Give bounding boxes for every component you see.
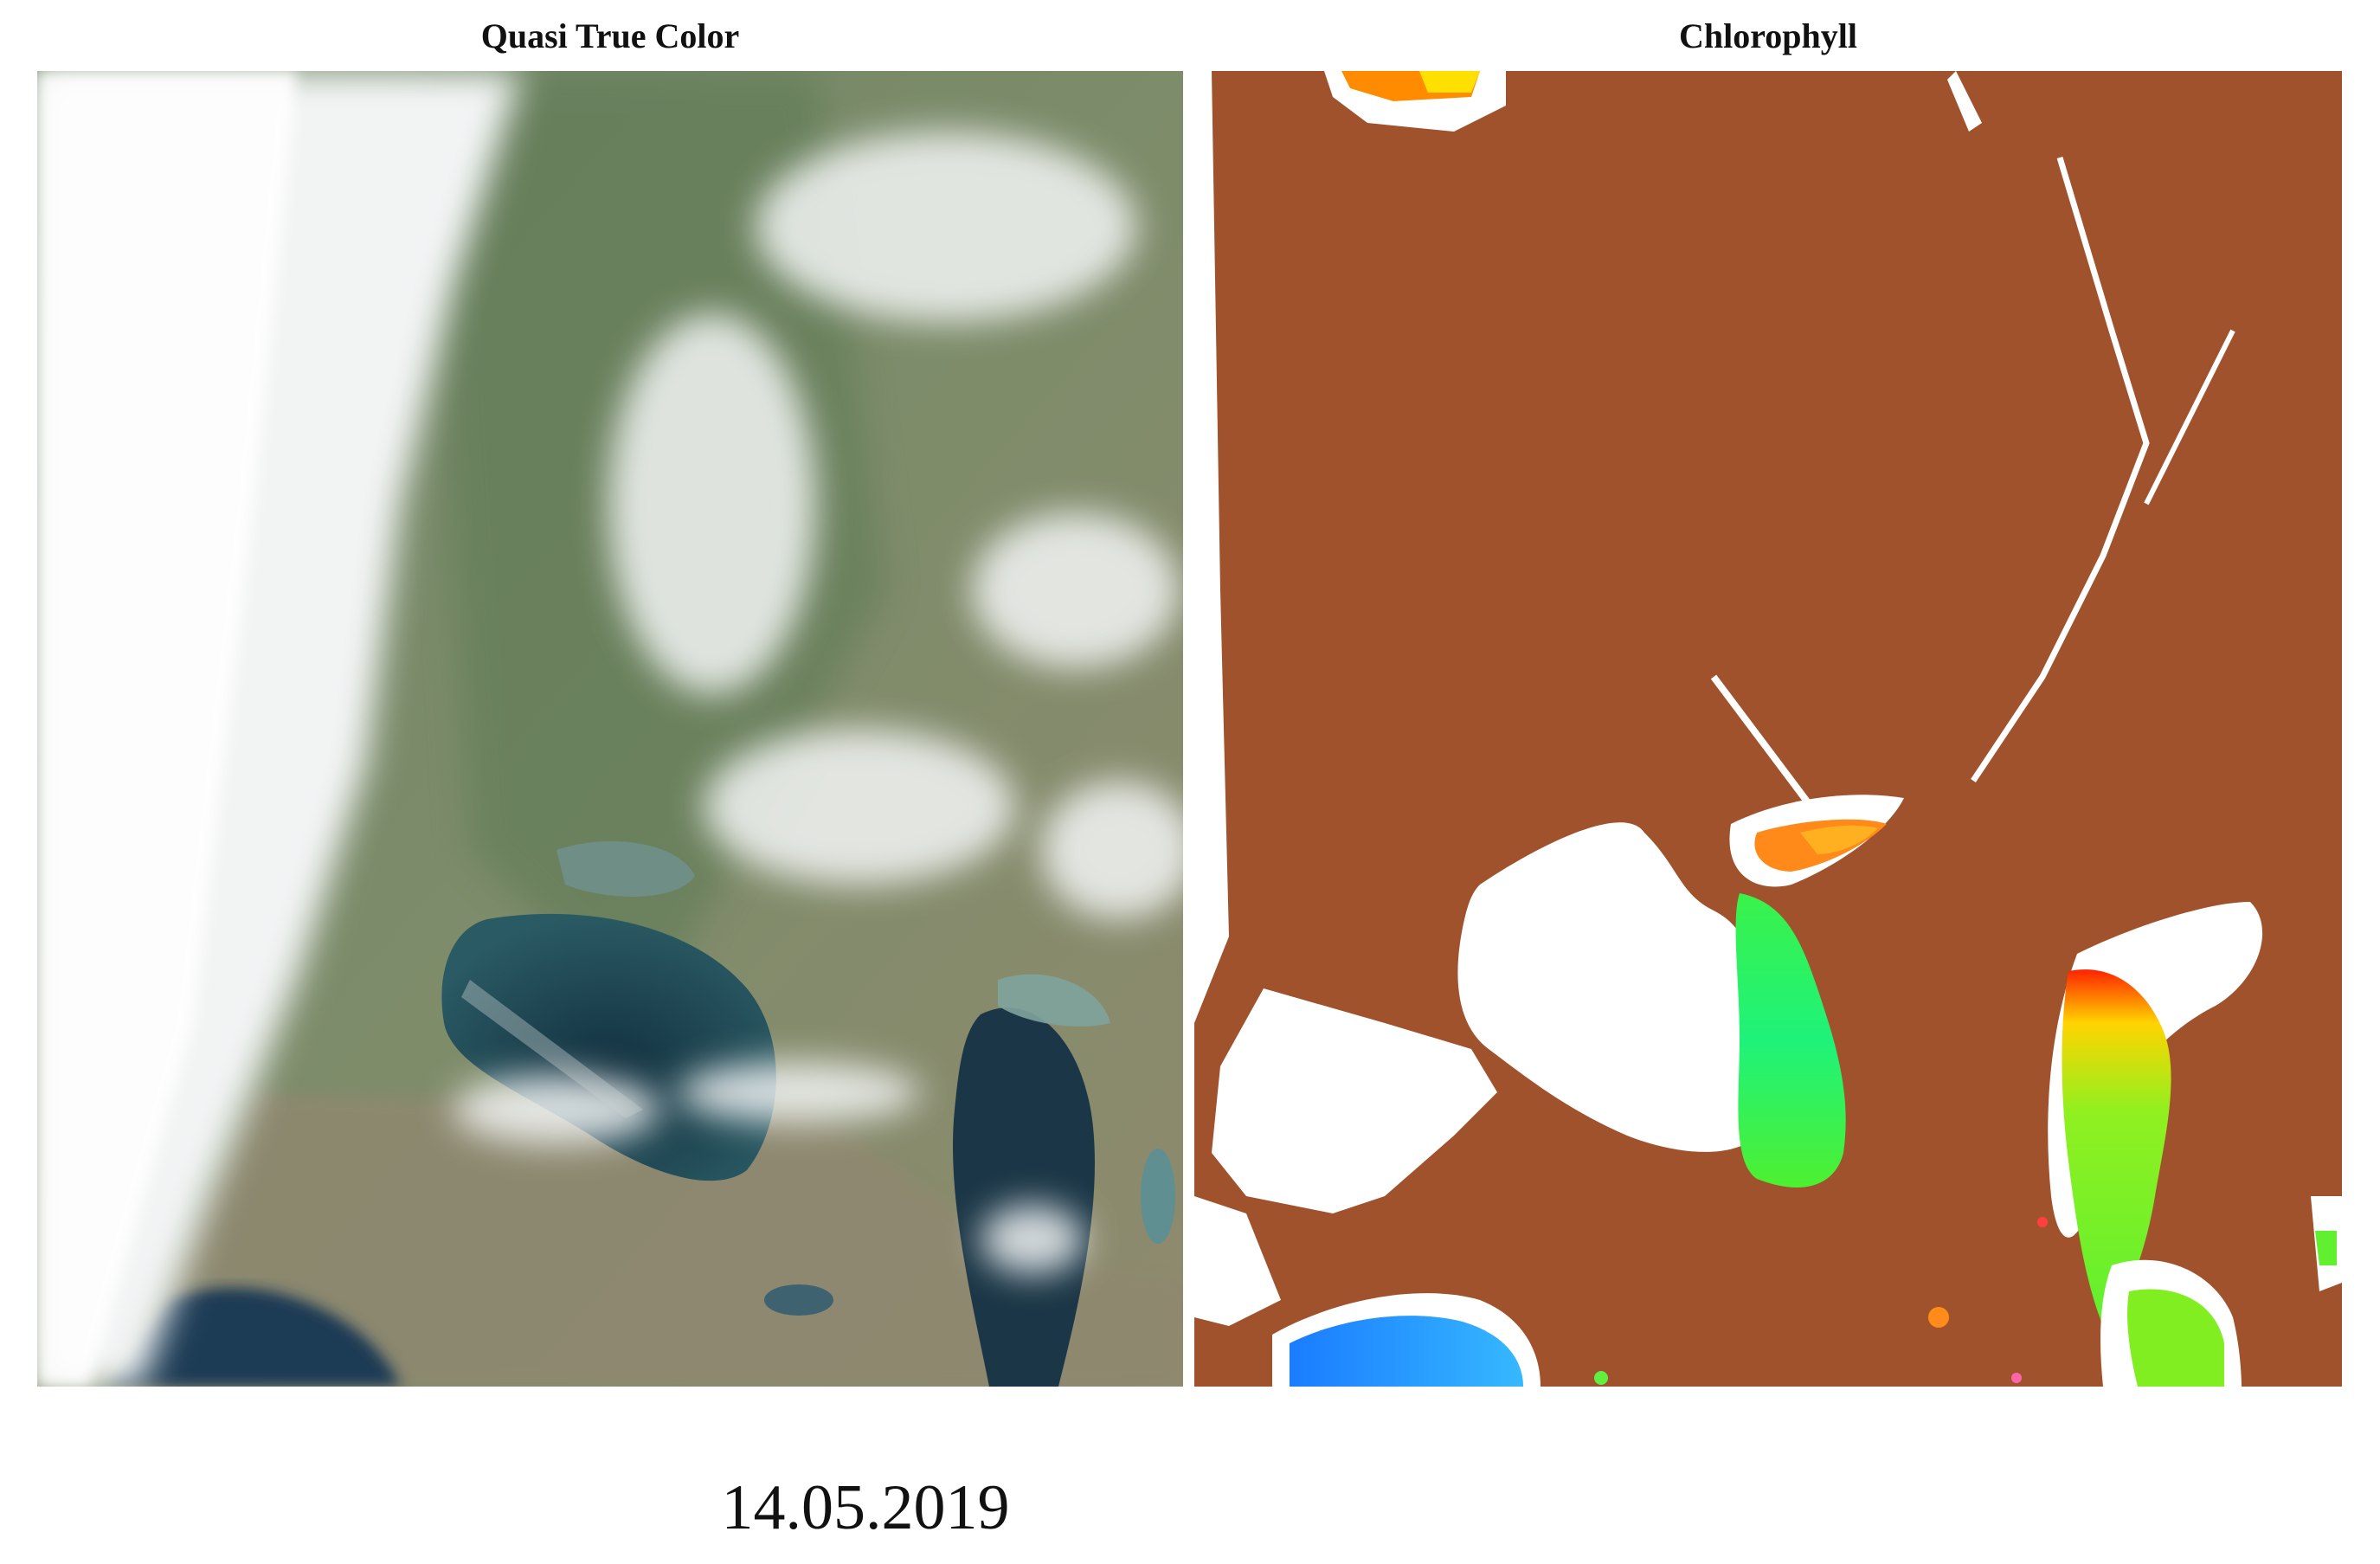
- true-color-image: [37, 71, 1183, 1387]
- chlorophyll-map: [1194, 71, 2342, 1387]
- right-panel-title: Chlorophyll: [1679, 16, 1857, 55]
- left-panel-title: Quasi True Color: [480, 16, 740, 55]
- date-label: 14.05.2019: [721, 1472, 1010, 1543]
